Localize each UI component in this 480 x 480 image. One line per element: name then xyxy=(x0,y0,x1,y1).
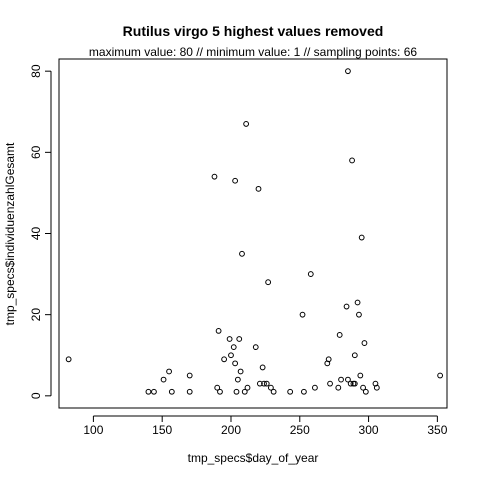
data-point xyxy=(349,157,355,164)
data-point xyxy=(255,185,262,192)
data-point xyxy=(186,372,193,379)
data-point xyxy=(301,388,307,395)
plot-frame xyxy=(58,58,448,409)
data-point xyxy=(263,380,270,387)
data-point xyxy=(217,388,223,395)
data-point xyxy=(358,234,365,241)
data-point xyxy=(307,271,314,277)
chart-subtitle: maximum value: 80 // minimum value: 1 //… xyxy=(89,45,417,59)
data-point xyxy=(244,384,251,391)
x-tick-label: 250 xyxy=(290,423,310,437)
data-point xyxy=(336,332,343,338)
data-point xyxy=(237,368,244,375)
data-point xyxy=(373,384,380,391)
data-point xyxy=(338,376,344,383)
x-axis-label: tmp_specs$day_of_year xyxy=(188,451,319,465)
data-point xyxy=(234,376,241,383)
data-point xyxy=(345,376,351,383)
y-axis: 0 20 40 60 80 xyxy=(29,64,52,399)
data-point xyxy=(145,388,152,395)
data-point xyxy=(214,384,221,391)
data-point xyxy=(239,250,245,257)
data-point xyxy=(357,372,364,379)
x-tick-label: 200 xyxy=(221,423,241,437)
data-point xyxy=(236,336,243,342)
y-tick-label: 80 xyxy=(29,64,43,78)
data-point xyxy=(259,364,266,371)
data-point xyxy=(243,121,250,127)
x-tick-label: 150 xyxy=(152,423,172,437)
data-point xyxy=(160,376,167,383)
data-point xyxy=(335,384,342,391)
x-tick-label: 300 xyxy=(359,423,379,437)
data-point xyxy=(226,336,233,342)
data-point xyxy=(265,279,272,286)
y-tick-label: 20 xyxy=(29,308,43,322)
data-point xyxy=(211,173,218,180)
data-point xyxy=(343,303,350,310)
data-point xyxy=(299,311,306,318)
data-point xyxy=(345,68,351,75)
data-point xyxy=(362,388,369,395)
y-tick-label: 40 xyxy=(29,227,43,241)
data-point xyxy=(228,352,234,359)
data-point xyxy=(221,356,228,363)
data-points xyxy=(65,68,444,395)
data-point xyxy=(437,372,444,379)
y-tick-label: 0 xyxy=(29,392,43,399)
data-point xyxy=(351,352,358,359)
x-axis: 100 150 200 250 300 350 xyxy=(83,415,448,437)
data-point xyxy=(215,327,222,334)
data-point xyxy=(354,299,361,306)
data-point xyxy=(230,344,237,351)
y-axis-label: tmp_specs$individuenzahlGesamt xyxy=(3,142,17,325)
data-point xyxy=(151,388,157,395)
data-point xyxy=(287,388,294,395)
data-point xyxy=(232,360,239,367)
data-point xyxy=(347,380,354,387)
data-point xyxy=(256,380,263,387)
data-point xyxy=(261,380,267,387)
data-point xyxy=(360,384,366,391)
chart-title: Rutilus virgo 5 highest values removed xyxy=(123,23,384,39)
data-point xyxy=(65,356,72,363)
data-point xyxy=(168,388,175,395)
data-point xyxy=(361,340,368,346)
data-point xyxy=(356,311,362,318)
x-tick-label: 350 xyxy=(427,423,447,437)
y-tick-label: 60 xyxy=(29,145,43,159)
data-point xyxy=(351,380,358,387)
data-point xyxy=(252,344,259,351)
data-point xyxy=(241,388,248,395)
data-point xyxy=(232,177,239,184)
data-point xyxy=(186,388,193,395)
data-point xyxy=(312,384,318,391)
data-point xyxy=(233,388,240,395)
data-point xyxy=(270,388,277,395)
data-point xyxy=(325,356,332,363)
data-point xyxy=(166,368,172,375)
data-point xyxy=(327,380,333,387)
data-point xyxy=(267,384,274,391)
x-tick-label: 100 xyxy=(83,423,103,437)
